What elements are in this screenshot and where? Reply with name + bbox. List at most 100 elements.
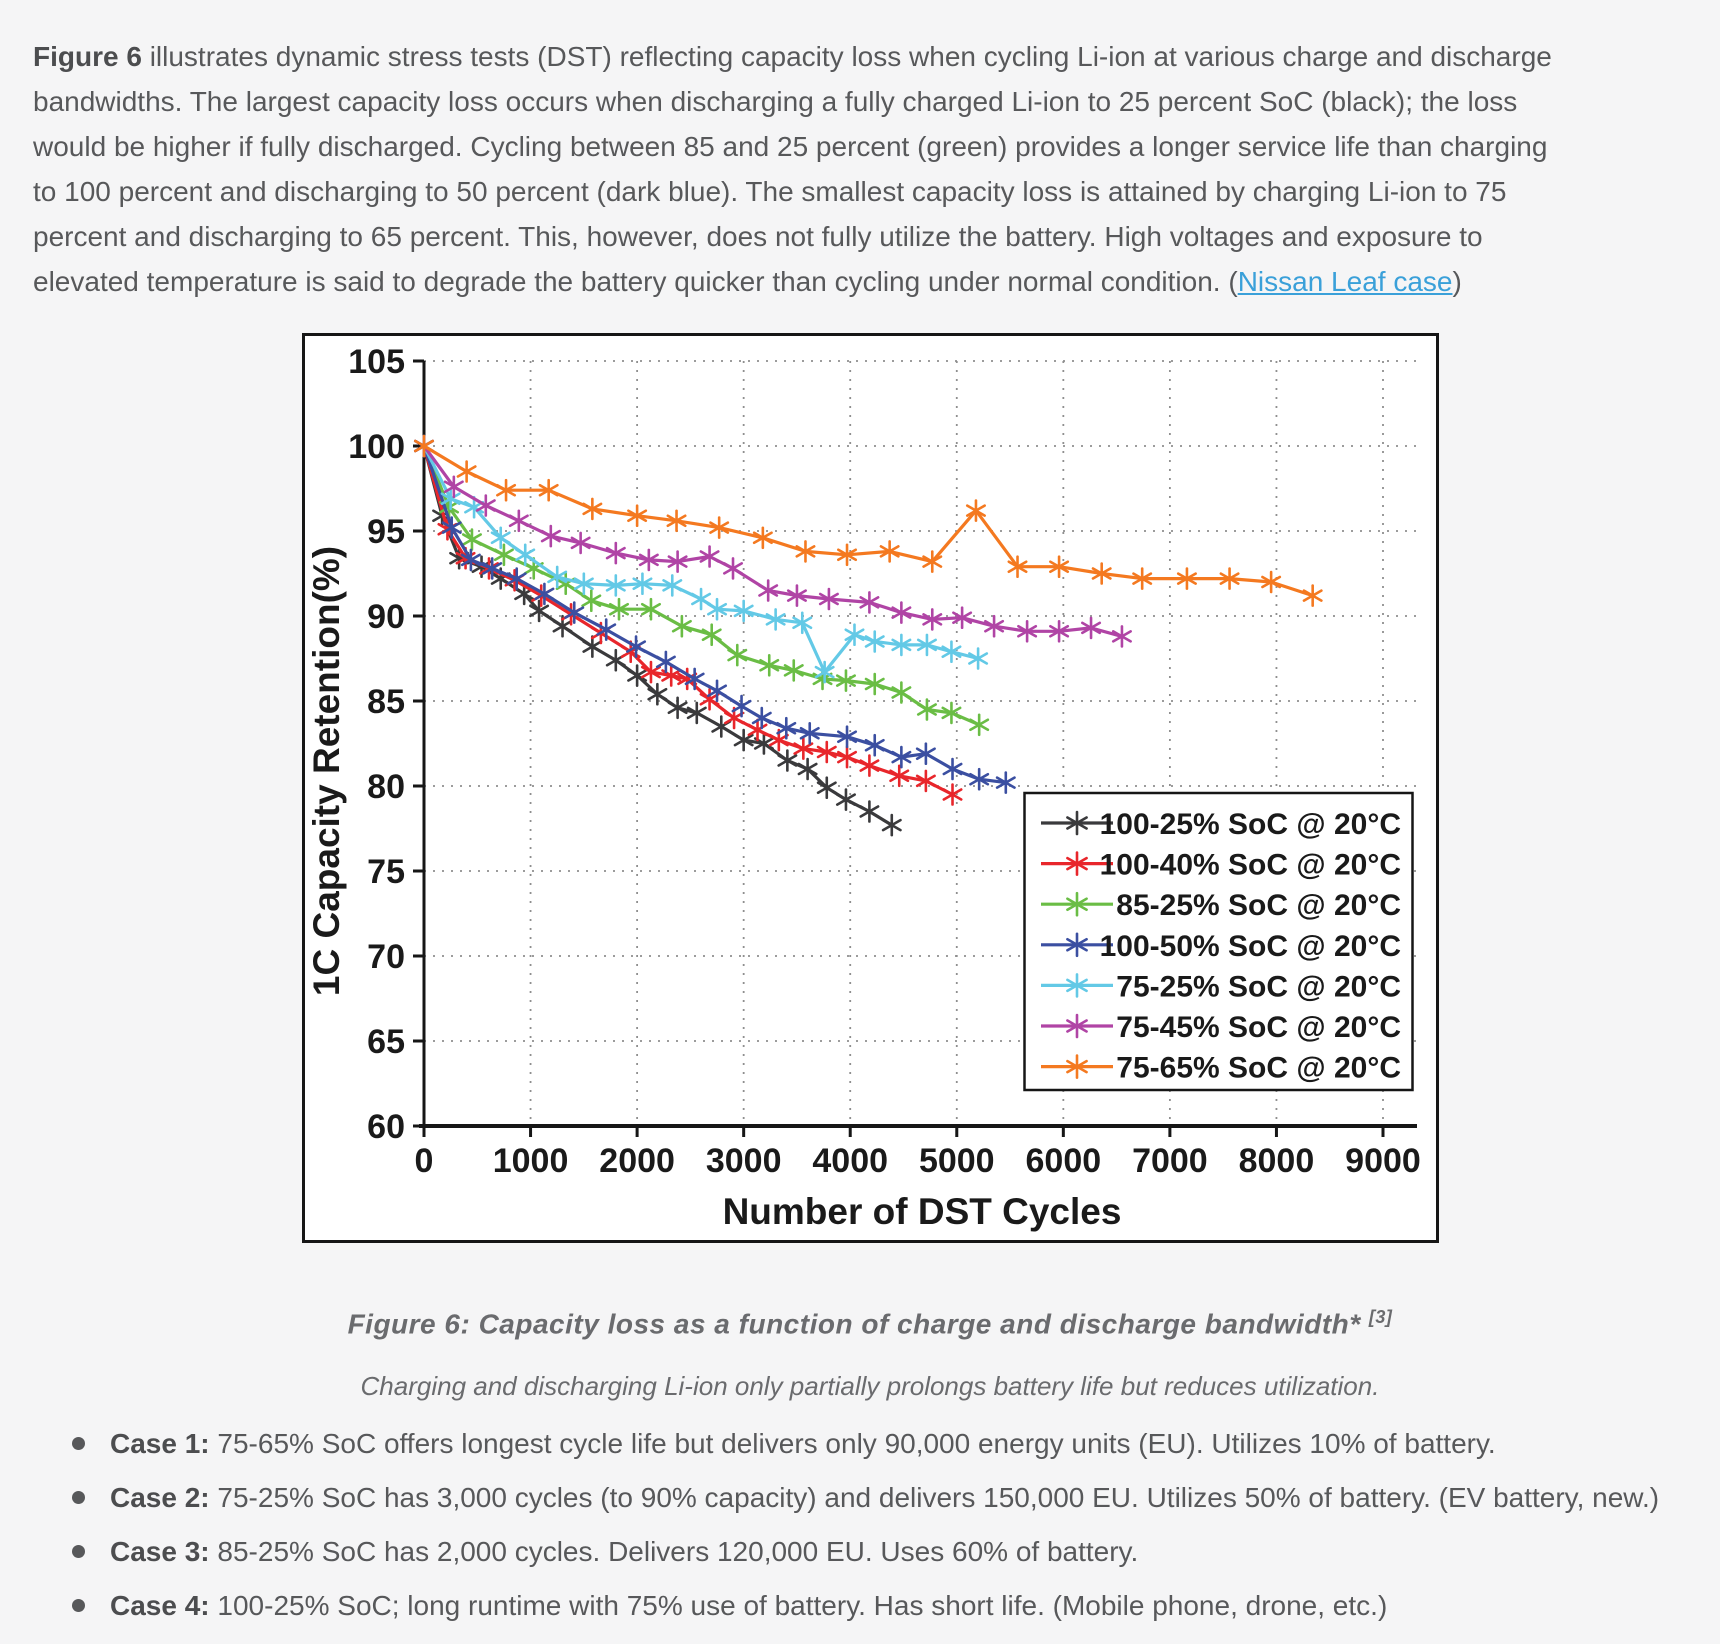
asterisk-marker bbox=[686, 701, 707, 725]
asterisk-marker bbox=[1219, 567, 1240, 590]
bullet-icon bbox=[72, 1491, 85, 1504]
asterisk-marker bbox=[667, 550, 688, 573]
list-item: Case 1: 75-65% SoC offers longest cycle … bbox=[66, 1428, 1666, 1459]
series-75-45 bbox=[414, 434, 1132, 648]
y-tick-label: 95 bbox=[367, 513, 405, 551]
series-100-25 bbox=[414, 434, 902, 837]
asterisk-marker bbox=[711, 715, 732, 738]
asterisk-marker bbox=[727, 643, 748, 667]
asterisk-marker bbox=[707, 679, 728, 703]
asterisk-marker bbox=[684, 667, 705, 691]
asterisk-marker bbox=[496, 478, 517, 502]
asterisk-marker bbox=[570, 531, 591, 555]
asterisk-marker bbox=[461, 528, 482, 551]
asterisk-marker bbox=[671, 614, 692, 638]
asterisk-marker bbox=[605, 648, 626, 672]
asterisk-marker bbox=[816, 776, 837, 800]
asterisk-marker bbox=[835, 788, 856, 811]
asterisk-marker bbox=[864, 672, 885, 696]
asterisk-marker bbox=[795, 540, 816, 563]
asterisk-marker bbox=[564, 601, 585, 624]
figure-reference-label: Figure 6 bbox=[33, 41, 142, 72]
y-tick-label: 60 bbox=[367, 1108, 405, 1146]
asterisk-marker bbox=[582, 635, 603, 658]
asterisk-marker bbox=[1066, 973, 1088, 998]
asterisk-marker bbox=[632, 572, 653, 596]
asterisk-marker bbox=[1066, 932, 1088, 958]
asterisk-marker bbox=[547, 565, 568, 589]
asterisk-marker bbox=[1261, 570, 1282, 594]
case-text: 100-25% SoC; long runtime with 75% use o… bbox=[209, 1590, 1388, 1621]
asterisk-marker bbox=[443, 475, 464, 499]
asterisk-marker bbox=[922, 608, 943, 631]
asterisk-marker bbox=[864, 630, 885, 653]
x-tick-label: 8000 bbox=[1239, 1142, 1315, 1180]
asterisk-marker bbox=[460, 548, 481, 572]
asterisk-marker bbox=[493, 543, 514, 567]
asterisk-marker bbox=[666, 509, 687, 533]
list-item: Case 4: 100-25% SoC; long runtime with 7… bbox=[66, 1590, 1666, 1621]
asterisk-marker bbox=[596, 618, 617, 641]
asterisk-marker bbox=[627, 664, 648, 687]
asterisk-marker bbox=[538, 478, 559, 502]
asterisk-marker bbox=[1081, 616, 1102, 640]
asterisk-marker bbox=[626, 635, 647, 658]
caption-reference: [3] bbox=[1368, 1307, 1393, 1327]
asterisk-marker bbox=[818, 587, 839, 611]
legend-label: 75-65% SoC @ 20°C bbox=[1116, 1052, 1401, 1085]
x-tick-label: 9000 bbox=[1345, 1142, 1421, 1180]
legend bbox=[1023, 791, 1414, 1092]
grid bbox=[424, 360, 1417, 1126]
y-tick-label: 90 bbox=[367, 598, 405, 636]
asterisk-marker bbox=[440, 487, 461, 510]
y-tick-label: 70 bbox=[367, 938, 405, 976]
asterisk-marker bbox=[799, 721, 820, 745]
asterisk-marker bbox=[891, 601, 912, 624]
x-tick-label: 7000 bbox=[1132, 1142, 1208, 1180]
asterisk-marker bbox=[475, 494, 496, 517]
legend-label: 100-40% SoC @ 20°C bbox=[1100, 849, 1401, 882]
asterisk-marker bbox=[1007, 555, 1028, 578]
series-100-50 bbox=[414, 434, 1016, 794]
asterisk-marker bbox=[984, 614, 1005, 638]
asterisk-marker bbox=[677, 667, 698, 691]
asterisk-marker bbox=[699, 545, 720, 568]
x-tick-label: 1000 bbox=[493, 1142, 569, 1180]
asterisk-marker bbox=[534, 582, 555, 606]
asterisk-marker bbox=[942, 757, 963, 781]
case-text: 85-25% SoC has 2,000 cycles. Delivers 12… bbox=[209, 1536, 1139, 1567]
asterisk-marker bbox=[837, 543, 858, 567]
asterisk-marker bbox=[837, 745, 858, 769]
asterisk-marker bbox=[515, 543, 536, 567]
legend-label: 85-25% SoC @ 20°C bbox=[1116, 889, 1401, 922]
caption-subtitle: Charging and discharging Li-ion only par… bbox=[360, 1371, 1380, 1402]
asterisk-marker bbox=[540, 524, 561, 548]
asterisk-marker bbox=[573, 572, 594, 596]
asterisk-marker bbox=[915, 742, 936, 766]
asterisk-marker bbox=[1066, 810, 1088, 836]
asterisk-marker bbox=[441, 516, 462, 539]
asterisk-marker bbox=[859, 591, 880, 614]
series-line bbox=[422, 445, 893, 827]
asterisk-marker bbox=[1017, 619, 1038, 643]
asterisk-marker bbox=[1302, 584, 1323, 607]
asterisk-marker bbox=[776, 716, 797, 740]
asterisk-marker bbox=[793, 737, 814, 760]
legend-label: 100-25% SoC @ 20°C bbox=[1100, 808, 1401, 841]
asterisk-marker bbox=[859, 800, 880, 823]
y-tick-label: 100 bbox=[348, 428, 405, 466]
intro-text-closing: ) bbox=[1452, 266, 1462, 297]
intro-paragraph: Figure 6 illustrates dynamic stress test… bbox=[33, 34, 1555, 304]
case-label: Case 4: bbox=[110, 1590, 210, 1621]
asterisk-marker bbox=[941, 701, 962, 725]
nissan-leaf-case-link[interactable]: Nissan Leaf case bbox=[1237, 266, 1453, 297]
asterisk-marker bbox=[1111, 625, 1132, 648]
asterisk-marker bbox=[691, 587, 712, 611]
list-item: Case 2: 75-25% SoC has 3,000 cycles (to … bbox=[66, 1482, 1666, 1513]
asterisk-marker bbox=[751, 706, 772, 730]
bullet-icon bbox=[72, 1599, 85, 1612]
asterisk-marker bbox=[915, 769, 936, 793]
asterisk-marker bbox=[792, 611, 813, 635]
asterisk-marker bbox=[922, 550, 943, 573]
asterisk-marker bbox=[655, 650, 676, 674]
